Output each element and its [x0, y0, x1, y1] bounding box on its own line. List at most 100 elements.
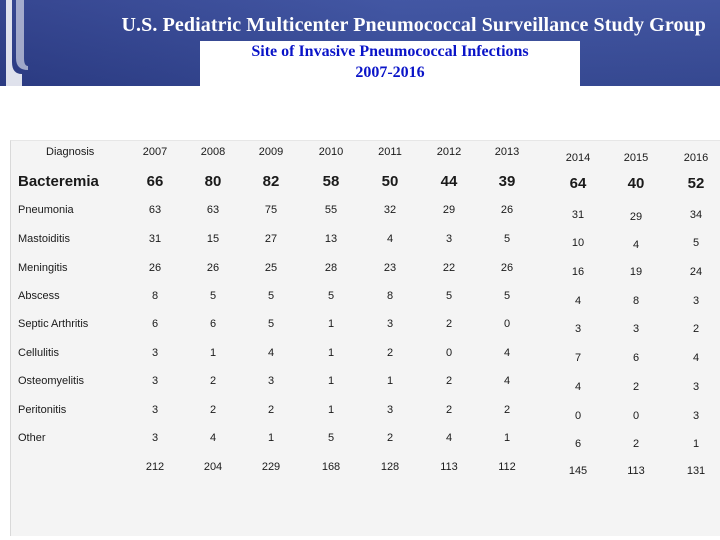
table-cell: 3	[151, 432, 159, 444]
table-cell: 28	[324, 262, 338, 274]
row-label: Peritonitis	[18, 404, 67, 416]
table-cell: 4	[574, 295, 582, 307]
row-label: Bacteremia	[18, 173, 99, 190]
table-cell: 1	[386, 375, 394, 387]
diagnosis-header: Diagnosis	[46, 146, 95, 158]
total-cell: 112	[498, 461, 516, 473]
row-label: Osteomyelitis	[18, 375, 85, 387]
table-cell: 5	[692, 237, 700, 249]
table-cell: 52	[687, 175, 705, 192]
table-cell: 3	[632, 323, 640, 335]
year-header: 2010	[318, 146, 344, 158]
table-cell: 2	[209, 375, 217, 387]
year-header: 2011	[378, 146, 402, 158]
table-cell: 0	[503, 318, 511, 330]
table-cell: 8	[386, 290, 394, 302]
table-cell: 32	[383, 204, 397, 216]
table-cell: 3	[151, 404, 159, 416]
table-cell: 4	[692, 352, 700, 364]
table-cell: 4	[574, 381, 582, 393]
data-table	[10, 140, 720, 536]
table-cell: 1	[692, 438, 700, 450]
total-cell: 145	[568, 465, 588, 477]
table-cell: 3	[445, 233, 453, 245]
table-cell: 1	[327, 404, 335, 416]
total-cell: 212	[145, 461, 165, 473]
table-cell: 2	[692, 323, 700, 335]
table-cell: 15	[206, 233, 220, 245]
table-cell: 3	[151, 375, 159, 387]
table-cell: 29	[629, 211, 643, 223]
table-cell: 3	[386, 404, 394, 416]
table-cell: 55	[324, 204, 338, 216]
table-cell: 4	[503, 347, 511, 359]
row-label: Mastoiditis	[18, 233, 70, 245]
table-cell: 82	[262, 173, 280, 190]
year-range: 2007-2016	[355, 64, 425, 81]
table-cell: 13	[324, 233, 338, 245]
page-title: U.S. Pediatric Multicenter Pneumococcal …	[121, 14, 706, 36]
table-cell: 5	[267, 318, 275, 330]
table-cell: 6	[209, 318, 217, 330]
table-cell: 63	[148, 204, 162, 216]
table-cell: 3	[692, 381, 700, 393]
table-cell: 0	[574, 410, 582, 422]
table-cell: 16	[571, 266, 585, 278]
table-cell: 6	[632, 352, 640, 364]
table-cell: 25	[264, 262, 278, 274]
table-cell: 5	[503, 233, 511, 245]
table-cell: 4	[267, 347, 275, 359]
table-cell: 3	[574, 323, 582, 335]
table-cell: 7	[574, 352, 582, 364]
table-cell: 1	[503, 432, 511, 444]
table-cell: 4	[445, 432, 453, 444]
table-cell: 5	[445, 290, 453, 302]
table-cell: 34	[689, 209, 703, 221]
table-cell: 31	[148, 233, 162, 245]
logo-icon	[6, 0, 28, 86]
table-cell: 5	[327, 290, 335, 302]
table-cell: 23	[383, 262, 397, 274]
table-cell: 80	[204, 173, 222, 190]
table-cell: 44	[440, 173, 458, 190]
table-cell: 2	[632, 438, 640, 450]
year-header: 2013	[494, 146, 520, 158]
table-cell: 63	[206, 204, 220, 216]
total-cell: 113	[440, 461, 458, 473]
table-cell: 3	[692, 295, 700, 307]
table-cell: 75	[264, 204, 278, 216]
page-subtitle: Site of Invasive Pneumococcal Infections	[251, 43, 529, 60]
table-cell: 26	[148, 262, 162, 274]
table-cell: 3	[692, 410, 700, 422]
table-cell: 10	[571, 237, 585, 249]
table-cell: 8	[151, 290, 159, 302]
total-cell: 168	[321, 461, 341, 473]
table-cell: 2	[445, 404, 453, 416]
table-cell: 1	[327, 318, 335, 330]
table-cell: 31	[571, 209, 585, 221]
year-header: 2008	[200, 146, 226, 158]
table-cell: 2	[445, 318, 453, 330]
year-header: 2012	[436, 146, 462, 158]
year-header: 2007	[142, 146, 168, 158]
table-cell: 1	[267, 432, 275, 444]
row-label: Abscess	[18, 290, 60, 302]
year-header: 2009	[258, 146, 284, 158]
table-cell: 2	[209, 404, 217, 416]
table-cell: 5	[209, 290, 217, 302]
row-label: Cellulitis	[18, 347, 59, 359]
table-cell: 2	[267, 404, 275, 416]
table-cell: 39	[498, 173, 516, 190]
table-cell: 2	[632, 381, 640, 393]
table-cell: 1	[327, 347, 335, 359]
table-cell: 64	[569, 175, 587, 192]
table-cell: 40	[627, 175, 645, 192]
year-header: 2015	[623, 152, 649, 164]
table-cell: 2	[503, 404, 511, 416]
table-cell: 3	[151, 347, 159, 359]
table-cell: 1	[327, 375, 335, 387]
total-cell: 204	[203, 461, 223, 473]
table-cell: 4	[209, 432, 217, 444]
table-cell: 29	[442, 204, 456, 216]
table-cell: 24	[689, 266, 703, 278]
